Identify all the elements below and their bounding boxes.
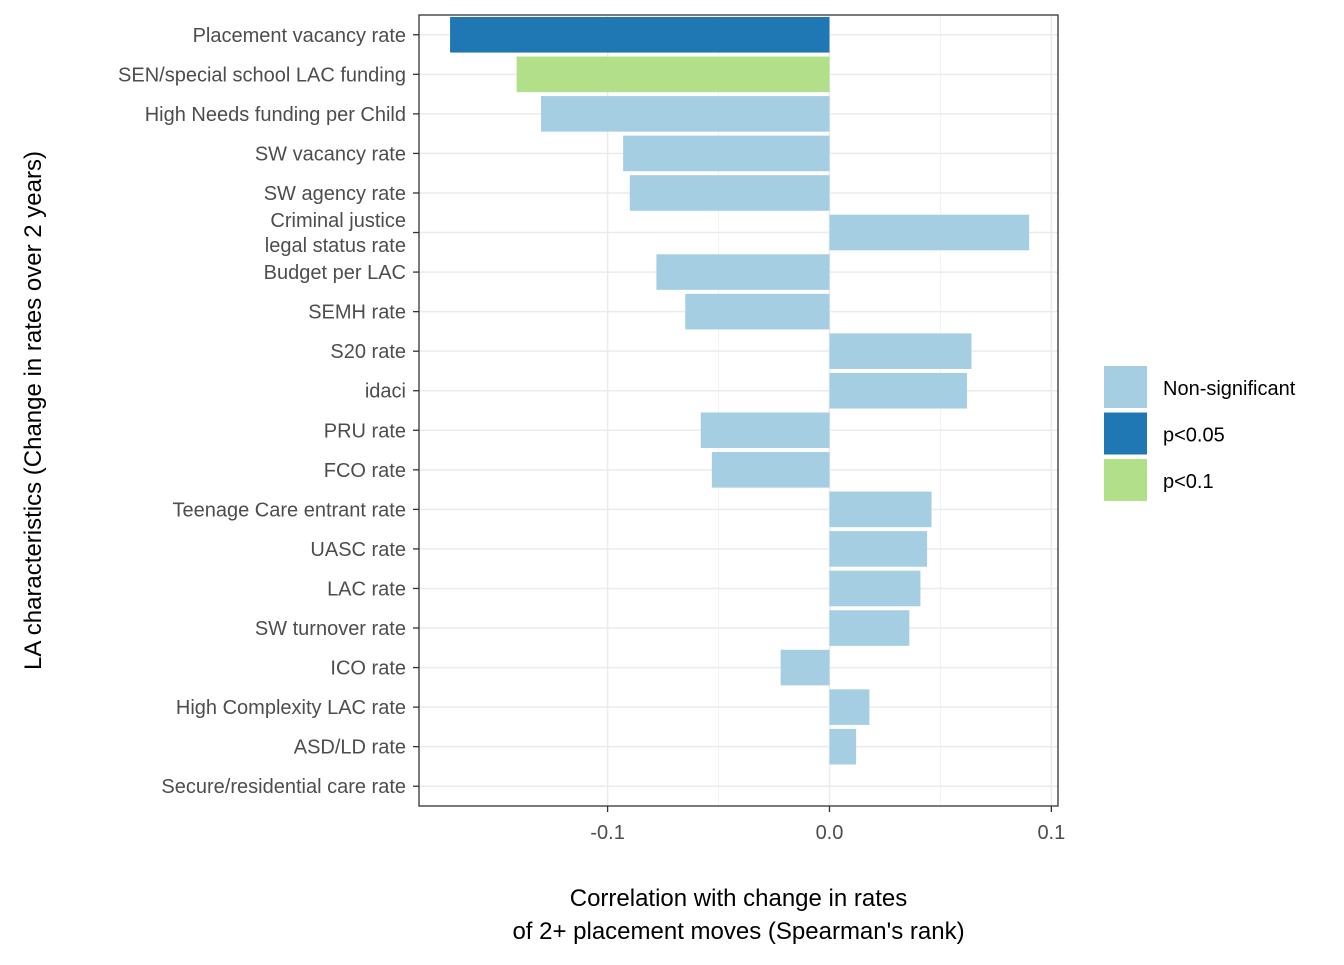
bar [541,96,830,132]
y-tick-label: SW vacancy rate [255,143,406,165]
legend-swatch [1104,366,1147,408]
y-tick-label: Budget per LAC [264,262,406,284]
y-tick-label: SW turnover rate [255,618,406,640]
bar [780,649,830,686]
bar [829,372,968,409]
panel-border [418,14,1059,807]
y-tick-label: S20 rate [330,341,406,363]
bar [711,452,830,488]
x-axis-title: Correlation with change in rates of 2+ pl… [512,885,964,945]
y-tick-label: High Complexity LAC rate [176,697,406,719]
grid-lines [419,15,1058,806]
y-axis-title: LA characteristics (Change in rates over… [20,151,47,670]
legend: Non-significant p<0.05 p<0.1 [1104,366,1296,501]
y-tick-label: FCO rate [324,460,406,482]
legend-swatch [1104,459,1147,501]
y-tick-label: UASC rate [310,539,406,561]
bar [829,728,857,765]
y-tick-label: Criminal justice [270,210,406,232]
x-axis: -0.1 0.0 0.1 [590,806,1065,844]
bar [829,333,972,369]
legend-label: p<0.05 [1163,425,1225,447]
y-tick-label: High Needs funding per Child [145,104,406,126]
bar [829,531,928,567]
y-tick-label: Teenage Care entrant rate [173,499,407,521]
y-tick-label: Placement vacancy rate [193,25,406,47]
legend-label: Non-significant [1163,378,1296,400]
bar [623,135,830,172]
bar [829,214,1030,251]
y-tick-label: ICO rate [330,658,406,680]
bar [829,689,870,725]
y-tick-label: Secure/residential care rate [161,776,406,798]
bar [829,570,921,607]
x-axis-title-line: of 2+ placement moves (Spearman's rank) [512,918,964,945]
bar [516,56,830,93]
bars [450,16,1030,765]
y-tick-label: ASD/LD rate [294,737,406,759]
bar [450,16,830,53]
bar [656,254,830,290]
y-tick-label: legal status rate [265,235,406,257]
bar [685,293,830,330]
y-tick-label: SEMH rate [308,302,406,324]
bar [700,412,830,449]
bar [829,610,910,646]
bar [829,491,932,528]
legend-label: p<0.1 [1163,471,1214,493]
x-axis-title-line: Correlation with change in rates [570,885,908,912]
legend-swatch [1104,412,1147,455]
x-tick-label: 0.0 [816,822,844,844]
y-tick-label: PRU rate [324,420,406,442]
y-tick-label: SEN/special school LAC funding [118,64,406,86]
x-tick-label: 0.1 [1037,822,1065,844]
y-tick-label: LAC rate [327,578,406,600]
x-tick-label: -0.1 [590,822,624,844]
bar [629,175,830,211]
y-tick-label: SW agency rate [264,183,406,205]
y-tick-label: idaci [365,381,406,403]
y-axis: Placement vacancy rate SEN/special school… [118,25,419,798]
